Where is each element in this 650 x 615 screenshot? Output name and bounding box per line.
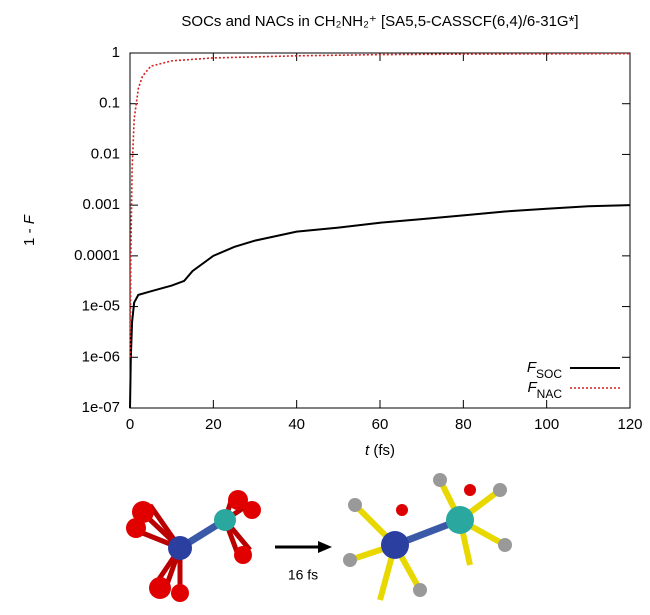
x-tick-label: 100 bbox=[534, 416, 559, 433]
molecule-before bbox=[126, 490, 261, 602]
arrow bbox=[275, 541, 332, 553]
y-axis-label: 1 - F bbox=[21, 214, 38, 246]
series-line bbox=[129, 52, 631, 358]
y-tick-label: 0.001 bbox=[82, 196, 120, 213]
legend-label: FNAC bbox=[527, 379, 562, 401]
x-tick-label: 80 bbox=[455, 416, 472, 433]
x-tick-label: 0 bbox=[126, 416, 134, 433]
y-tick-label: 0.1 bbox=[99, 95, 120, 112]
x-tick-label: 40 bbox=[288, 416, 305, 433]
y-tick-label: 1e-05 bbox=[82, 298, 120, 315]
x-axis-label: t (fs) bbox=[365, 442, 395, 459]
y-tick-label: 1e-06 bbox=[82, 348, 120, 365]
arrow-label: 16 fs bbox=[288, 567, 318, 583]
x-tick-label: 60 bbox=[372, 416, 389, 433]
y-tick-label: 1e-07 bbox=[82, 399, 120, 416]
x-tick-label: 20 bbox=[205, 416, 222, 433]
series-line bbox=[129, 204, 631, 409]
chart-title: SOCs and NACs in CH₂NH₂⁺ [SA5,5-CASSCF(6… bbox=[181, 13, 578, 30]
plot-frame bbox=[129, 52, 631, 409]
x-tick-label: 120 bbox=[617, 416, 642, 433]
y-tick-label: 0.01 bbox=[91, 145, 120, 162]
y-tick-label: 1 bbox=[112, 44, 120, 61]
molecule-after bbox=[343, 473, 512, 601]
legend-label: FSOC bbox=[527, 359, 563, 381]
y-tick-label: 0.0001 bbox=[74, 247, 120, 264]
